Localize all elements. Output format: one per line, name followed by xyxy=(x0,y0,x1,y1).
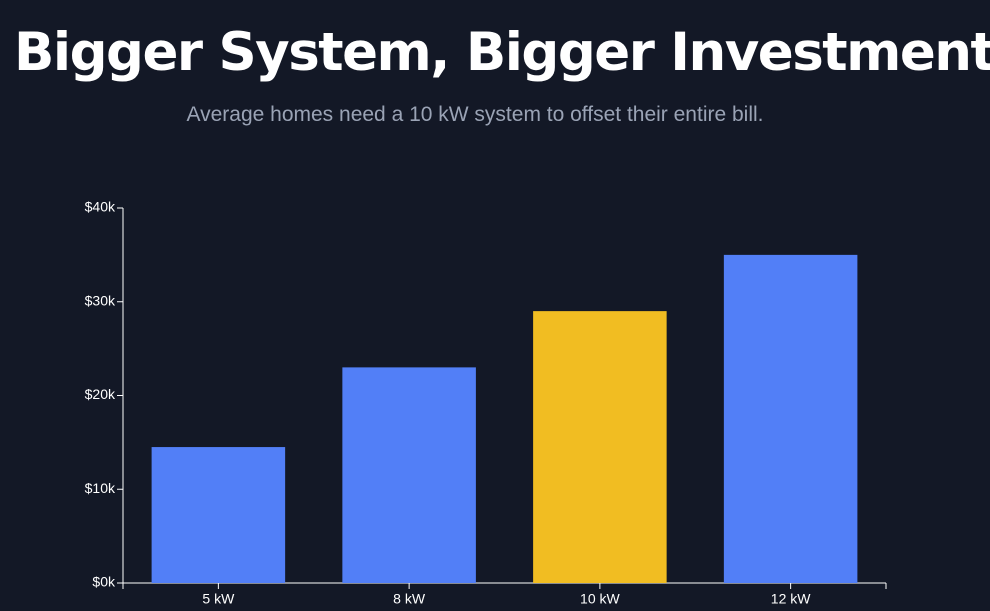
x-tick-label: 5 kW xyxy=(202,591,235,607)
bar xyxy=(723,254,858,583)
y-tick-label: $30k xyxy=(85,292,116,308)
x-axis: 5 kW 8 kW 10 kW 12 kW xyxy=(122,582,887,607)
chart-title: Bigger System, Bigger Investment xyxy=(14,22,990,83)
y-tick-label: $20k xyxy=(85,386,116,402)
bar xyxy=(151,447,286,583)
x-tick-label: 10 kW xyxy=(580,591,620,607)
x-tick-label: 8 kW xyxy=(393,591,426,607)
y-axis: $0k $10k $20k $30k $40k xyxy=(85,199,124,590)
y-tick-label: $40k xyxy=(85,199,116,215)
y-tick-label: $10k xyxy=(85,480,116,496)
y-tick-label: $0k xyxy=(92,574,116,590)
bar xyxy=(342,367,476,583)
bars-group xyxy=(151,254,858,583)
chart-subtitle: Average homes need a 10 kW system to off… xyxy=(186,103,764,126)
bar-highlighted xyxy=(533,311,667,583)
x-tick-label: 12 kW xyxy=(771,591,811,607)
